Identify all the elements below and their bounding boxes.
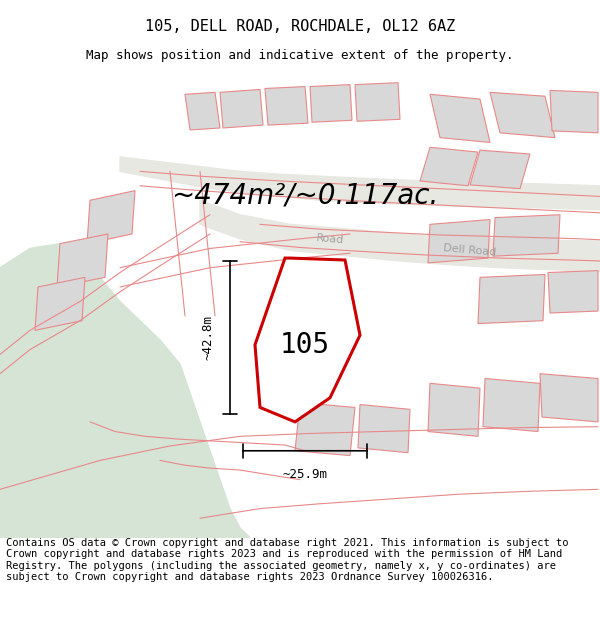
Polygon shape xyxy=(540,374,598,422)
Polygon shape xyxy=(87,191,135,244)
Polygon shape xyxy=(310,84,352,122)
Polygon shape xyxy=(265,86,308,125)
Polygon shape xyxy=(220,89,263,128)
Text: ~42.8m: ~42.8m xyxy=(202,315,215,360)
Polygon shape xyxy=(470,150,530,189)
Polygon shape xyxy=(548,271,598,313)
Polygon shape xyxy=(355,82,400,121)
Polygon shape xyxy=(185,92,220,130)
Polygon shape xyxy=(428,219,490,263)
Polygon shape xyxy=(483,379,540,431)
Polygon shape xyxy=(255,258,360,422)
Text: Contains OS data © Crown copyright and database right 2021. This information is : Contains OS data © Crown copyright and d… xyxy=(6,538,569,582)
Text: 105, DELL ROAD, ROCHDALE, OL12 6AZ: 105, DELL ROAD, ROCHDALE, OL12 6AZ xyxy=(145,19,455,34)
Polygon shape xyxy=(428,383,480,436)
Text: Road: Road xyxy=(316,232,344,245)
Polygon shape xyxy=(0,393,150,538)
Text: ~25.9m: ~25.9m xyxy=(283,468,328,481)
Text: Dell Road: Dell Road xyxy=(443,243,497,258)
Polygon shape xyxy=(550,91,598,132)
Polygon shape xyxy=(120,157,600,210)
Text: ~474m²/~0.117ac.: ~474m²/~0.117ac. xyxy=(172,181,439,209)
Polygon shape xyxy=(493,215,560,256)
Text: 105: 105 xyxy=(280,331,330,359)
Polygon shape xyxy=(430,94,490,142)
Polygon shape xyxy=(200,200,600,271)
Text: Map shows position and indicative extent of the property.: Map shows position and indicative extent… xyxy=(86,49,514,62)
Polygon shape xyxy=(0,244,250,538)
Polygon shape xyxy=(295,402,355,456)
Polygon shape xyxy=(57,234,108,287)
Polygon shape xyxy=(478,274,545,324)
Polygon shape xyxy=(490,92,555,138)
Polygon shape xyxy=(358,404,410,452)
Polygon shape xyxy=(420,148,478,186)
Polygon shape xyxy=(35,278,85,331)
